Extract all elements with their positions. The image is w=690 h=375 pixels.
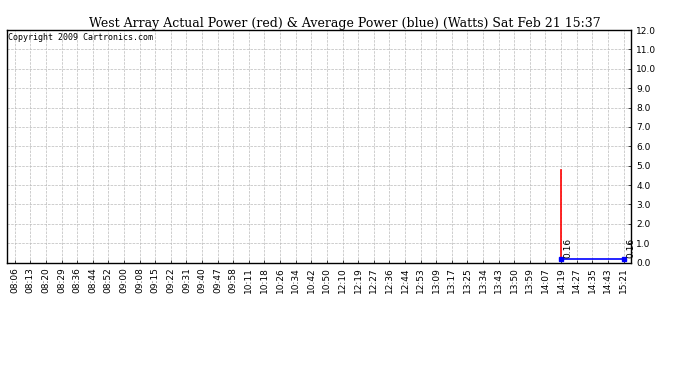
Text: 0.16: 0.16: [564, 238, 573, 258]
Text: 0.16: 0.16: [626, 238, 635, 258]
Text: Copyright 2009 Cartronics.com: Copyright 2009 Cartronics.com: [8, 33, 153, 42]
Text: West Array Actual Power (red) & Average Power (blue) (Watts) Sat Feb 21 15:37: West Array Actual Power (red) & Average …: [89, 17, 601, 30]
